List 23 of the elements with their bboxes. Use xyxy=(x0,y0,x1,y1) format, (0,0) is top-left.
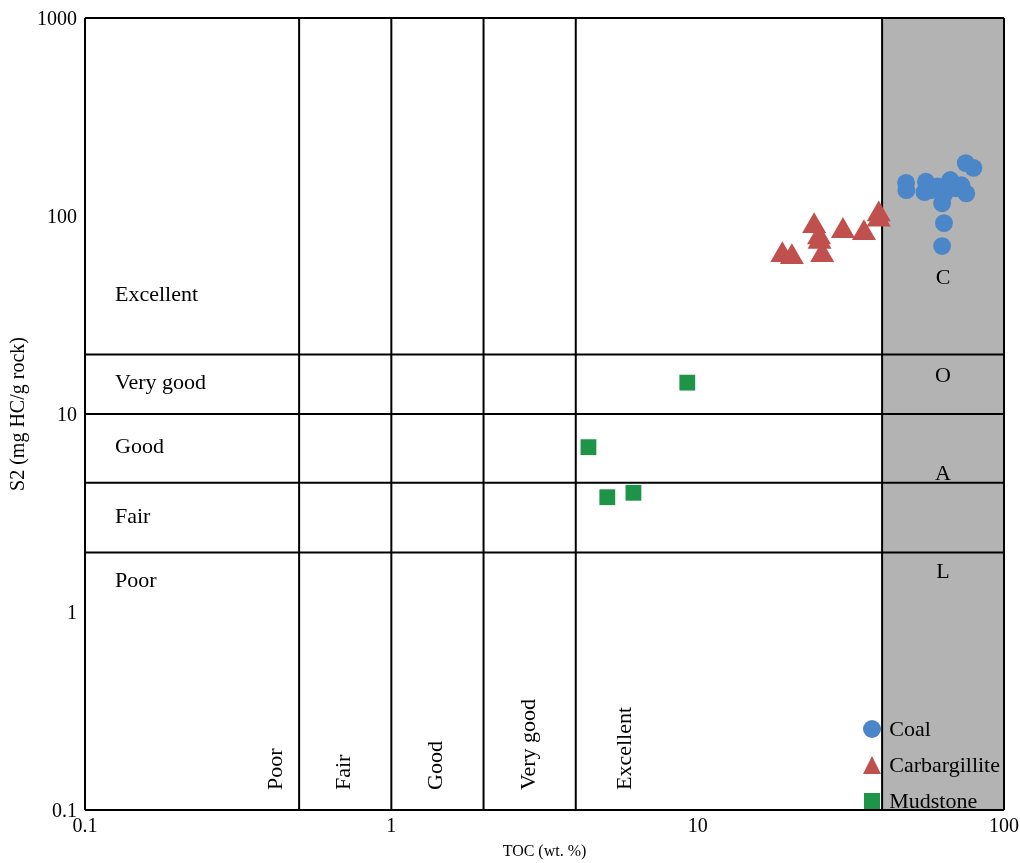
annotation: Good xyxy=(115,433,164,459)
x-tick-label: 10 xyxy=(687,814,708,837)
annotation: Fair xyxy=(115,502,152,528)
y-tick-label: 100 xyxy=(47,205,77,228)
annotation: Poor xyxy=(262,747,288,790)
annotation: Excellent xyxy=(610,706,636,790)
x-tick-label: 100 xyxy=(989,814,1019,837)
y-tick-label: 10 xyxy=(57,403,77,426)
y-tick-label: 1 xyxy=(67,601,77,624)
legend-label: Carbargillite xyxy=(889,751,1000,777)
y-tick-label: 1000 xyxy=(37,7,77,30)
legend-label: Coal xyxy=(889,715,931,741)
y-axis-title: S2 (mg HC/g rock) xyxy=(6,337,30,491)
x-axis-title: TOC (wt. %) xyxy=(502,842,587,860)
annotation: Poor xyxy=(115,567,158,593)
annotation: Very good xyxy=(115,369,207,395)
annotation: Good xyxy=(422,741,448,790)
annotation: Very good xyxy=(514,698,540,790)
x-tick-label: 1 xyxy=(386,814,397,837)
annotation: Fair xyxy=(330,753,356,790)
text: COAL xyxy=(935,264,951,583)
legend-label: Mudstone xyxy=(889,787,978,813)
annotation: Excellent xyxy=(115,281,199,307)
